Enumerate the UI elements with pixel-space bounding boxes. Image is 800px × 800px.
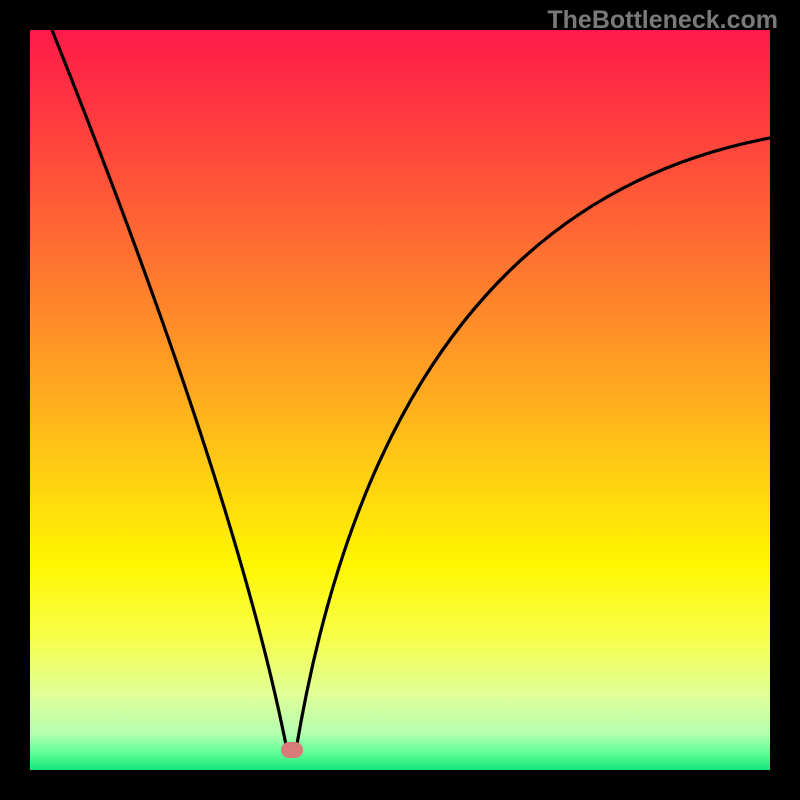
curve-layer: [30, 30, 770, 770]
plot-area: [30, 30, 770, 770]
bottleneck-curve: [52, 30, 770, 750]
chart-frame: TheBottleneck.com: [0, 0, 800, 800]
watermark-text: TheBottleneck.com: [547, 6, 778, 35]
optimal-point-marker: [281, 742, 303, 758]
